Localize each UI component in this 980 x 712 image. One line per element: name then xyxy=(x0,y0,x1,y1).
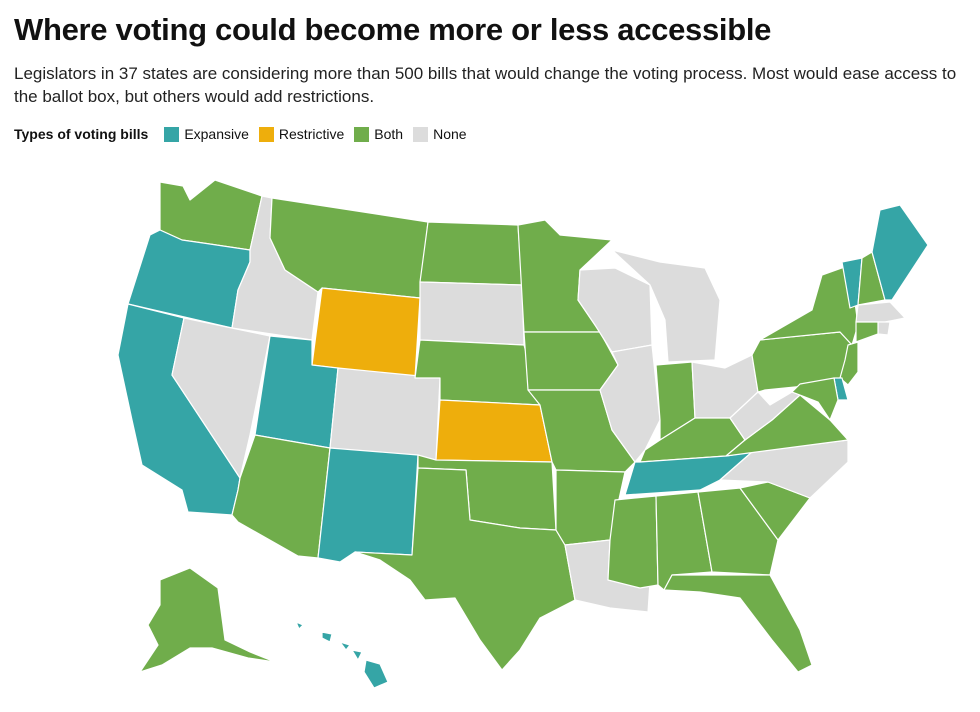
state-nevada[interactable] xyxy=(171,317,271,479)
legend-item-none: None xyxy=(413,126,467,142)
state-alaska[interactable] xyxy=(139,567,276,673)
state-michigan[interactable] xyxy=(611,249,721,363)
legend-swatch-none xyxy=(413,126,429,142)
map-title: Where voting could become more or less a… xyxy=(14,12,772,47)
legend-label-both: Both xyxy=(374,126,404,142)
state-west-virginia[interactable] xyxy=(729,391,801,441)
state-hawaii-islands[interactable] xyxy=(295,621,389,689)
legend-item-both: Both xyxy=(354,126,403,142)
state-iowa[interactable] xyxy=(523,331,619,391)
state-massachusetts[interactable] xyxy=(855,301,906,323)
state-florida[interactable] xyxy=(663,574,813,673)
legend-item-expansive: Expansive xyxy=(164,126,249,142)
state-mississippi[interactable] xyxy=(607,495,659,589)
state-north-dakota[interactable] xyxy=(419,221,523,286)
legend-swatch-restrictive xyxy=(258,126,274,142)
state-new-mexico[interactable] xyxy=(317,447,419,563)
state-new-jersey[interactable] xyxy=(839,341,859,386)
state-kansas[interactable] xyxy=(435,399,553,463)
state-maryland[interactable] xyxy=(791,377,839,421)
legend-swatch-expansive xyxy=(164,126,180,142)
state-colorado[interactable] xyxy=(329,367,441,461)
state-south-dakota[interactable] xyxy=(419,281,525,346)
state-rhode-island[interactable] xyxy=(877,321,891,336)
state-new-york[interactable] xyxy=(759,264,859,346)
us-state-map xyxy=(117,179,929,689)
state-wyoming[interactable] xyxy=(311,287,421,379)
legend-label-expansive: Expansive xyxy=(184,126,249,142)
legend-swatch-both xyxy=(354,126,370,142)
legend-item-restrictive: Restrictive xyxy=(258,126,345,142)
state-texas[interactable] xyxy=(354,467,576,671)
legend-title: Types of voting bills xyxy=(14,126,149,142)
state-arizona[interactable] xyxy=(231,434,331,559)
legend-label-restrictive: Restrictive xyxy=(278,126,345,142)
legend-label-none: None xyxy=(433,126,467,142)
map-subtitle: Legislators in 37 states are considering… xyxy=(14,64,957,106)
state-georgia[interactable] xyxy=(697,487,779,576)
legend: Types of voting bills Expansive Restrict… xyxy=(14,126,477,142)
state-maine[interactable] xyxy=(871,204,929,301)
state-connecticut[interactable] xyxy=(855,321,879,343)
